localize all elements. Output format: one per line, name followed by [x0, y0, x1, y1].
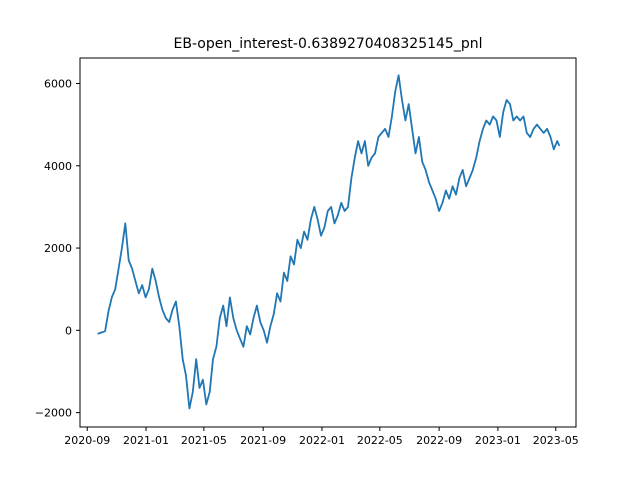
plot-area — [97, 74, 560, 410]
y-tick-label: 6000 — [44, 78, 72, 91]
y-tick-label: 2000 — [44, 242, 72, 255]
x-tick-label: 2021-05 — [181, 434, 227, 447]
x-tick-label: 2022-05 — [357, 434, 403, 447]
y-axis: −2000 0 2000 4000 6000 — [35, 78, 80, 420]
x-tick-label: 2020-09 — [64, 434, 110, 447]
axes-frame — [79, 57, 577, 428]
x-tick-label: 2023-05 — [533, 434, 579, 447]
x-axis: 2020-09 2021-01 2021-05 2021-09 2022-01 2022-… — [64, 427, 579, 447]
chart-title: EB-open_interest-0.6389270408325145_pnl — [174, 36, 483, 52]
x-tick-label: 2022-09 — [416, 434, 462, 447]
y-tick-label: 4000 — [44, 160, 72, 173]
x-tick-label: 2022-01 — [299, 434, 345, 447]
y-tick-label: 0 — [65, 324, 72, 337]
pnl-series-line — [97, 74, 560, 410]
x-tick-label: 2021-01 — [123, 434, 169, 447]
x-tick-label: 2023-01 — [475, 434, 521, 447]
x-tick-label: 2021-09 — [240, 434, 286, 447]
y-tick-label: −2000 — [35, 407, 72, 420]
